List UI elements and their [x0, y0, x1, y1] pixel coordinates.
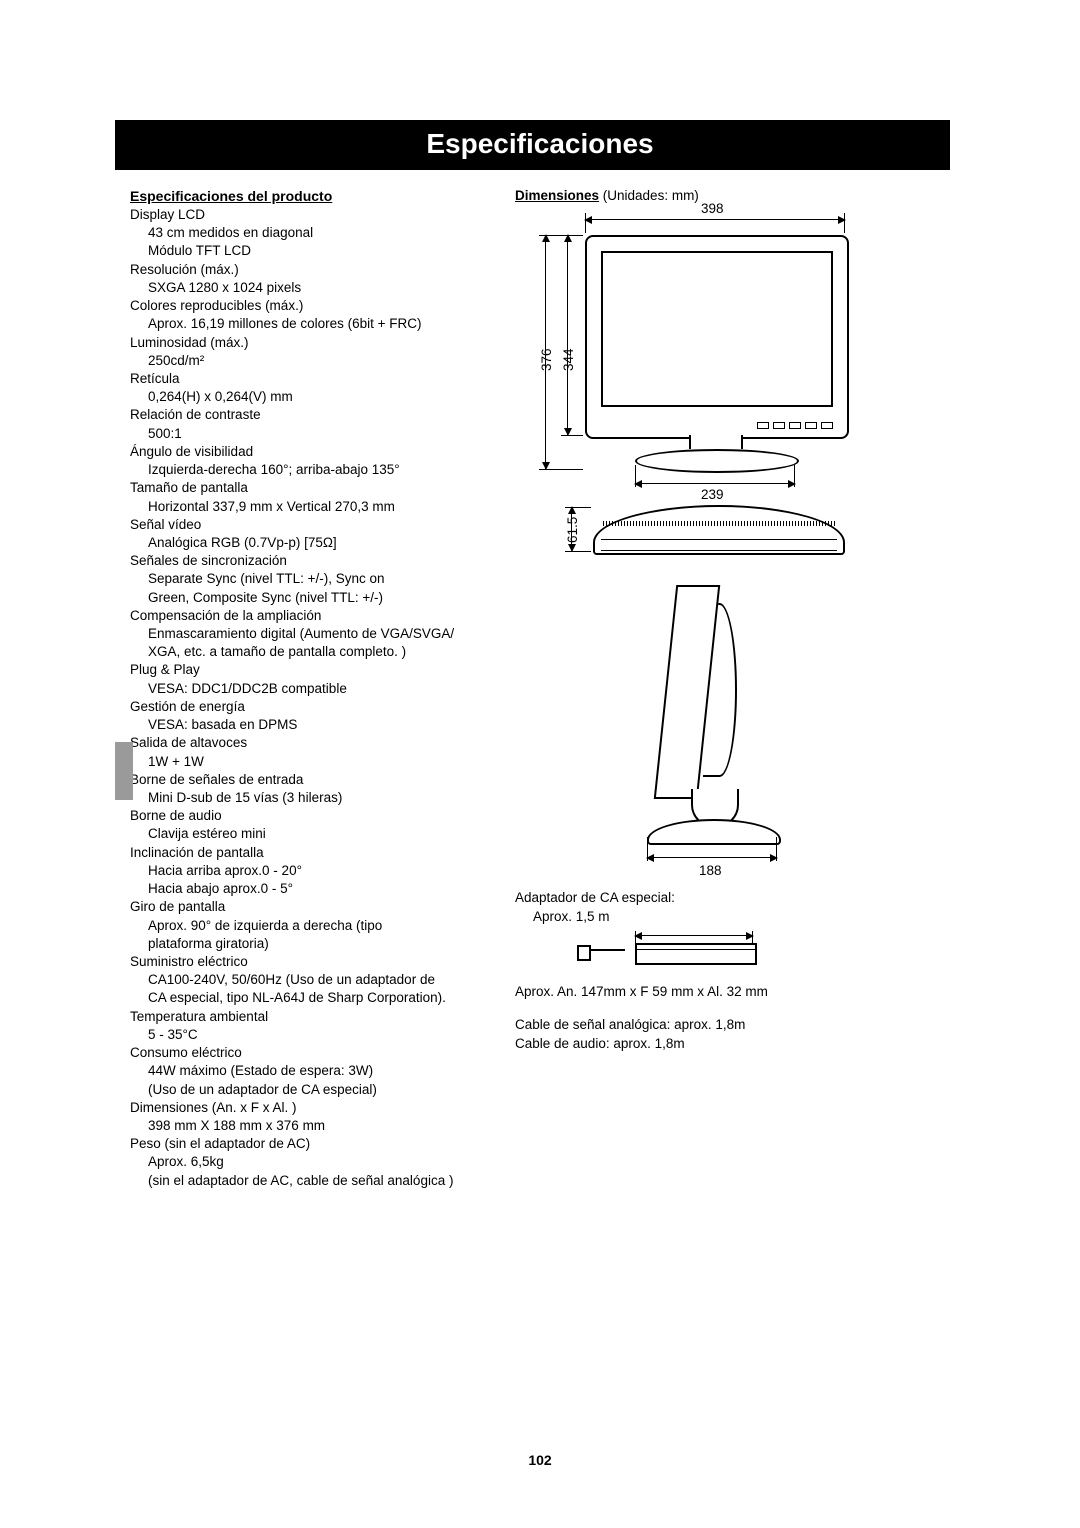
spec-label: Gestión de energía — [130, 698, 495, 716]
spec-value: Green, Composite Sync (nivel TTL: +/-) — [148, 589, 495, 607]
front-view: 398 376 344 — [515, 205, 875, 485]
top-view: 61.5 — [515, 485, 875, 575]
spec-label: Señales de sincronización — [130, 552, 495, 570]
spec-label: Relación de contraste — [130, 406, 495, 424]
spec-value: 1W + 1W — [148, 753, 495, 771]
spec-value: Hacia arriba aprox.0 - 20° — [148, 862, 495, 880]
spec-label: Ángulo de visibilidad — [130, 443, 495, 461]
spec-value: Enmascaramiento digital (Aumento de VGA/… — [148, 625, 495, 643]
cable-audio: Cable de audio: aprox. 1,8m — [515, 1035, 950, 1054]
spec-value: XGA, etc. a tamaño de pantalla completo.… — [148, 643, 495, 661]
spec-value: VESA: basada en DPMS — [148, 716, 495, 734]
spec-label: Señal vídeo — [130, 516, 495, 534]
spec-value: VESA: DDC1/DDC2B compatible — [148, 680, 495, 698]
spec-value: Separate Sync (nivel TTL: +/-), Sync on — [148, 570, 495, 588]
cable-signal: Cable de señal analógica: aprox. 1,8m — [515, 1016, 950, 1035]
dim-61-5: 61.5 — [565, 517, 580, 543]
side-view: 188 — [515, 579, 875, 889]
spec-label: Compensación de la ampliación — [130, 607, 495, 625]
page-title: Especificaciones — [426, 128, 653, 159]
spec-value: CA100-240V, 50/60Hz (Uso de un adaptador… — [148, 971, 495, 989]
dimensions-units: (Unidades: mm) — [599, 188, 699, 203]
right-section-heading: Dimensiones (Unidades: mm) — [515, 188, 950, 203]
spec-value: 0,264(H) x 0,264(V) mm — [148, 388, 495, 406]
dim-344: 344 — [561, 348, 576, 371]
spec-value: Analógica RGB (0.7Vp-p) [75Ω] — [148, 534, 495, 552]
adapter-icon — [575, 929, 775, 977]
spec-value: 44W máximo (Estado de espera: 3W) — [148, 1062, 495, 1080]
spec-label: Colores reproducibles (máx.) — [130, 297, 495, 315]
page-number: 102 — [0, 1452, 1080, 1468]
spec-label: Consumo eléctrico — [130, 1044, 495, 1062]
spec-value: Horizontal 337,9 mm x Vertical 270,3 mm — [148, 498, 495, 516]
spec-label: Display LCD — [130, 206, 495, 224]
spec-label: Plug & Play — [130, 661, 495, 679]
spec-label: Tamaño de pantalla — [130, 479, 495, 497]
spec-value: (sin el adaptador de AC, cable de señal … — [148, 1172, 495, 1190]
spec-label: Retícula — [130, 370, 495, 388]
spec-value: (Uso de un adaptador de CA especial) — [148, 1081, 495, 1099]
spec-value: Izquierda-derecha 160°; arriba-abajo 135… — [148, 461, 495, 479]
dim-376: 376 — [539, 348, 554, 371]
spec-value: Aprox. 16,19 millones de colores (6bit +… — [148, 315, 495, 333]
page-side-tab — [115, 742, 133, 800]
spec-label: Borne de señales de entrada — [130, 771, 495, 789]
spec-value: Mini D-sub de 15 vías (3 hileras) — [148, 789, 495, 807]
adapter-label: Adaptador de CA especial: — [515, 889, 950, 908]
dimensions-diagram: 398 376 344 — [515, 205, 875, 889]
spec-value: 500:1 — [148, 425, 495, 443]
spec-value: Aprox. 90° de izquierda a derecha (tipo — [148, 917, 495, 935]
spec-label: Resolución (máx.) — [130, 261, 495, 279]
spec-label: Luminosidad (máx.) — [130, 334, 495, 352]
spec-list: Display LCD43 cm medidos en diagonalMódu… — [130, 206, 495, 1190]
spec-value: Módulo TFT LCD — [148, 242, 495, 260]
monitor-top-icon — [593, 505, 845, 555]
spec-label: Inclinación de pantalla — [130, 844, 495, 862]
spec-value: 5 - 35°C — [148, 1026, 495, 1044]
spec-label: Giro de pantalla — [130, 898, 495, 916]
spec-value: 398 mm X 188 mm x 376 mm — [148, 1117, 495, 1135]
spec-label: Suministro eléctrico — [130, 953, 495, 971]
adapter-length: Aprox. 1,5 m — [533, 908, 950, 927]
spec-label: Borne de audio — [130, 807, 495, 825]
spec-label: Temperatura ambiental — [130, 1008, 495, 1026]
spec-label: Salida de altavoces — [130, 734, 495, 752]
spec-value: SXGA 1280 x 1024 pixels — [148, 279, 495, 297]
adapter-section: Adaptador de CA especial: Aprox. 1,5 m A… — [515, 889, 950, 1053]
spec-value: CA especial, tipo NL-A64J de Sharp Corpo… — [148, 989, 495, 1007]
dim-188: 188 — [699, 863, 722, 878]
dimensions-label: Dimensiones — [515, 188, 599, 203]
dim-398: 398 — [701, 201, 724, 216]
spec-value: 250cd/m² — [148, 352, 495, 370]
spec-value: Aprox. 6,5kg — [148, 1153, 495, 1171]
spec-value: 43 cm medidos en diagonal — [148, 224, 495, 242]
left-section-heading: Especificaciones del producto — [130, 188, 495, 204]
spec-label: Dimensiones (An. x F x Al. ) — [130, 1099, 495, 1117]
spec-label: Peso (sin el adaptador de AC) — [130, 1135, 495, 1153]
page-title-bar: Especificaciones — [130, 120, 950, 170]
monitor-front-icon — [585, 235, 849, 439]
spec-value: Clavija estéreo mini — [148, 825, 495, 843]
spec-value: plataforma giratoria) — [148, 935, 495, 953]
adapter-dims: Aprox. An. 147mm x F 59 mm x Al. 32 mm — [515, 983, 950, 1002]
spec-value: Hacia abajo aprox.0 - 5° — [148, 880, 495, 898]
